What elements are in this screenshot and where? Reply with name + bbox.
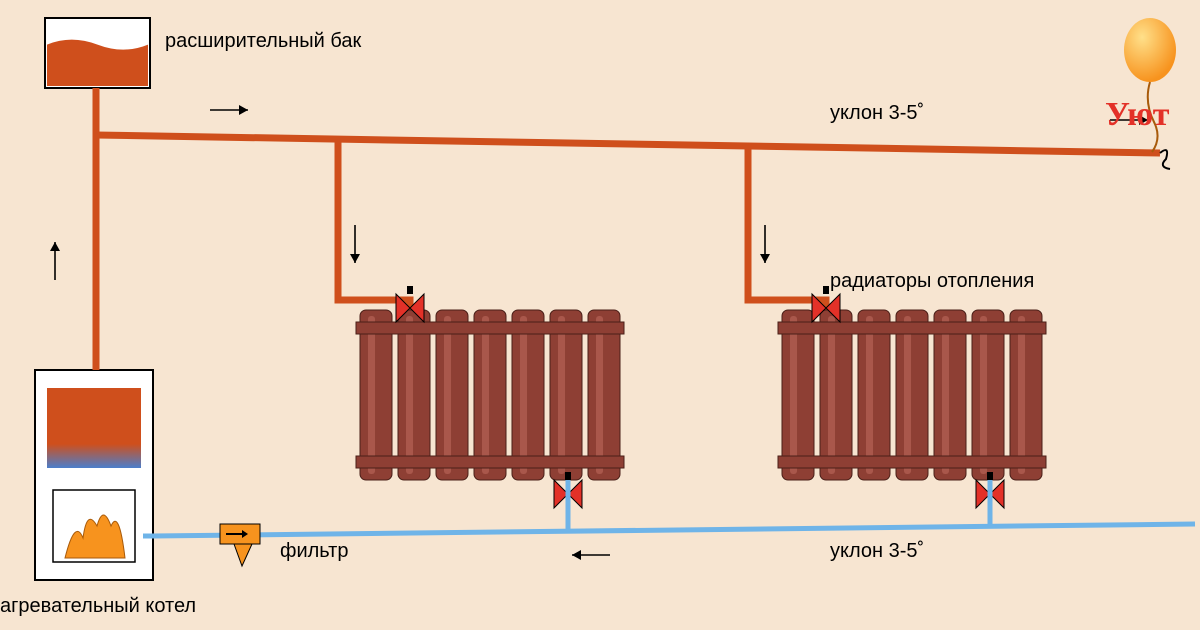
- label-slope-bottom: уклон 3-5˚: [830, 540, 924, 563]
- label-radiators: радиаторы отопления: [830, 270, 1034, 293]
- label-expansion-tank: расширительный бак: [165, 30, 361, 53]
- heating-schematic: Уют: [0, 0, 1200, 630]
- logo-text: Уют: [1105, 96, 1170, 133]
- pipe-supply: [96, 135, 1160, 153]
- pipe-return: [153, 524, 1195, 536]
- flow-arrow-icon: [760, 254, 770, 263]
- label-filter: фильтр: [280, 540, 348, 563]
- flow-arrow-icon: [572, 550, 581, 560]
- flow-arrow-icon: [50, 242, 60, 251]
- radiator-1: [356, 310, 624, 480]
- flow-arrow-icon: [350, 254, 360, 263]
- radiator-2: [778, 310, 1046, 480]
- label-boiler: агревательный котел: [0, 595, 196, 618]
- label-slope-top: уклон 3-5˚: [830, 102, 924, 125]
- balloon-icon: [1124, 18, 1176, 82]
- flow-arrow-icon: [239, 105, 248, 115]
